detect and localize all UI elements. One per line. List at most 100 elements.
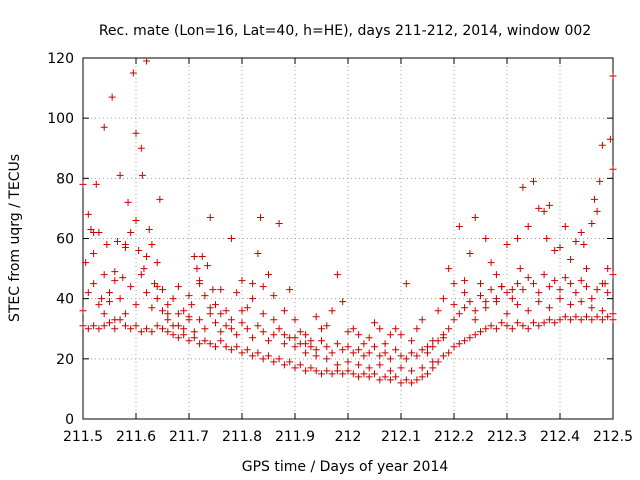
- data-point: [524, 325, 532, 333]
- data-point: [174, 334, 182, 342]
- data-point: [418, 364, 426, 372]
- data-point: [90, 280, 98, 288]
- data-point: [556, 316, 564, 324]
- data-point: [413, 325, 421, 333]
- data-point: [249, 280, 257, 288]
- data-point: [598, 316, 606, 324]
- data-point: [514, 301, 522, 309]
- data-point: [159, 325, 166, 333]
- data-point: [254, 250, 262, 258]
- data-point: [238, 277, 246, 285]
- data-point: [100, 322, 108, 330]
- data-point: [132, 301, 140, 309]
- data-point: [402, 280, 410, 288]
- data-point: [593, 313, 601, 321]
- data-point: [204, 262, 212, 270]
- data-point: [238, 349, 246, 357]
- data-point: [535, 298, 543, 306]
- data-point: [487, 259, 495, 267]
- data-point: [545, 201, 553, 209]
- data-point: [503, 310, 511, 318]
- data-point: [583, 265, 590, 273]
- data-point: [254, 322, 262, 330]
- data-point: [222, 343, 230, 351]
- data-point: [376, 376, 384, 384]
- data-point: [503, 241, 511, 249]
- data-point: [593, 286, 601, 294]
- data-point: [408, 337, 416, 345]
- data-point: [492, 298, 500, 306]
- data-point: [227, 316, 235, 324]
- data-point: [113, 238, 121, 246]
- data-point: [471, 213, 479, 221]
- data-point: [328, 370, 336, 378]
- data-point: [492, 325, 500, 333]
- data-point: [381, 340, 389, 348]
- data-point: [95, 301, 103, 309]
- data-point: [392, 325, 400, 333]
- data-point: [265, 337, 272, 345]
- data-point: [376, 325, 384, 333]
- x-tick-label: 211.9: [275, 429, 315, 445]
- data-point: [280, 340, 288, 348]
- data-point: [413, 352, 421, 360]
- data-point: [445, 349, 453, 357]
- data-point: [498, 319, 506, 327]
- x-tick-label: 211.8: [222, 429, 262, 445]
- data-point: [201, 325, 209, 333]
- x-axis-title: GPS time / Days of year 2014: [242, 459, 449, 475]
- data-point: [312, 352, 320, 360]
- data-points: [79, 57, 617, 387]
- data-point: [156, 195, 164, 203]
- data-point: [129, 69, 137, 77]
- data-point: [323, 322, 331, 330]
- data-point: [365, 364, 373, 372]
- data-point: [95, 325, 103, 333]
- data-point: [477, 292, 484, 300]
- data-point: [153, 259, 161, 267]
- data-series: [79, 313, 617, 387]
- data-point: [588, 304, 596, 312]
- data-point: [148, 304, 156, 312]
- data-point: [243, 304, 251, 312]
- data-point: [243, 325, 251, 333]
- data-point: [503, 289, 511, 297]
- data-point: [206, 310, 214, 318]
- data-point: [137, 144, 145, 152]
- data-point: [450, 316, 458, 324]
- data-point: [238, 319, 246, 327]
- data-point: [270, 316, 278, 324]
- data-point: [355, 331, 363, 339]
- data-point: [90, 228, 98, 236]
- data-point: [514, 280, 522, 288]
- data-point: [519, 286, 527, 294]
- data-point: [140, 265, 148, 273]
- data-point: [100, 271, 108, 279]
- data-point: [583, 283, 590, 291]
- data-point: [238, 307, 246, 315]
- data-point: [206, 213, 214, 221]
- data-point: [201, 292, 209, 300]
- data-point: [201, 337, 209, 345]
- data-point: [360, 370, 368, 378]
- data-point: [535, 204, 543, 212]
- data-point: [545, 304, 553, 312]
- data-point: [84, 325, 92, 333]
- data-series: [79, 271, 617, 363]
- data-point: [455, 222, 463, 230]
- data-point: [482, 298, 490, 306]
- data-point: [249, 334, 257, 342]
- data-point: [174, 283, 182, 291]
- data-point: [333, 271, 341, 279]
- data-point: [169, 331, 177, 339]
- data-point: [545, 316, 553, 324]
- data-point: [127, 325, 135, 333]
- data-point: [609, 165, 617, 173]
- data-point: [392, 346, 400, 354]
- data-point: [519, 322, 527, 330]
- data-point: [598, 141, 606, 149]
- data-point: [132, 216, 140, 224]
- data-point: [111, 268, 119, 276]
- data-point: [386, 367, 394, 375]
- data-point: [185, 292, 193, 300]
